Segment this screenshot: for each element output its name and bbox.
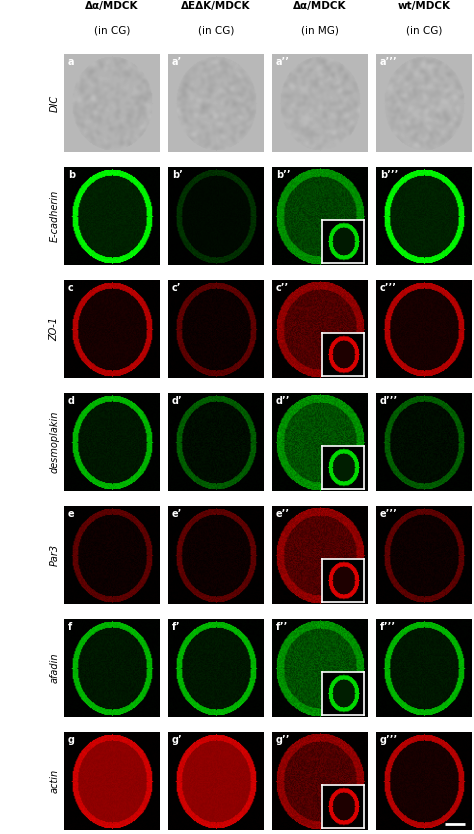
Text: g’: g’ — [172, 735, 182, 745]
Text: c’: c’ — [172, 283, 182, 293]
Text: Par3: Par3 — [49, 544, 59, 566]
Text: actin: actin — [49, 769, 59, 793]
Text: wt/MDCK: wt/MDCK — [397, 1, 450, 11]
Text: Δα/MDCK: Δα/MDCK — [85, 1, 138, 11]
Text: d’’’: d’’’ — [380, 396, 398, 406]
Text: c’’’: c’’’ — [380, 283, 397, 293]
Text: (in CG): (in CG) — [93, 26, 130, 36]
Text: g: g — [68, 735, 75, 745]
Text: ZO-1: ZO-1 — [49, 317, 59, 341]
Text: d’’: d’’ — [276, 396, 291, 406]
Text: a’’: a’’ — [276, 58, 290, 68]
Text: a: a — [68, 58, 74, 68]
Text: a’: a’ — [172, 58, 182, 68]
Text: f’’: f’’ — [276, 622, 288, 632]
Text: (in CG): (in CG) — [198, 26, 234, 36]
Text: E-cadherin: E-cadherin — [49, 190, 59, 242]
Text: desmoplakin: desmoplakin — [49, 411, 59, 473]
Text: e’’’: e’’’ — [380, 509, 398, 519]
Text: c’’: c’’ — [276, 283, 289, 293]
Text: c: c — [68, 283, 73, 293]
Text: (in CG): (in CG) — [406, 26, 442, 36]
Text: (in MG): (in MG) — [301, 26, 339, 36]
Text: f: f — [68, 622, 72, 632]
Text: e’’: e’’ — [276, 509, 290, 519]
Text: e’: e’ — [172, 509, 182, 519]
Text: afadin: afadin — [49, 653, 59, 683]
Text: b’’’: b’’’ — [380, 170, 398, 180]
Text: DIC: DIC — [49, 94, 59, 112]
Text: g’’’: g’’’ — [380, 735, 398, 745]
Text: f’: f’ — [172, 622, 181, 632]
Text: b’’: b’’ — [276, 170, 291, 180]
Text: b’: b’ — [172, 170, 183, 180]
Text: d’: d’ — [172, 396, 182, 406]
Text: d: d — [68, 396, 75, 406]
Text: ΔEΔK/MDCK: ΔEΔK/MDCK — [181, 1, 251, 11]
Text: e: e — [68, 509, 74, 519]
Text: g’’: g’’ — [276, 735, 291, 745]
Text: b: b — [68, 170, 75, 180]
Text: f’’’: f’’’ — [380, 622, 396, 632]
Text: Δα/MDCK: Δα/MDCK — [293, 1, 346, 11]
Text: a’’’: a’’’ — [380, 58, 398, 68]
